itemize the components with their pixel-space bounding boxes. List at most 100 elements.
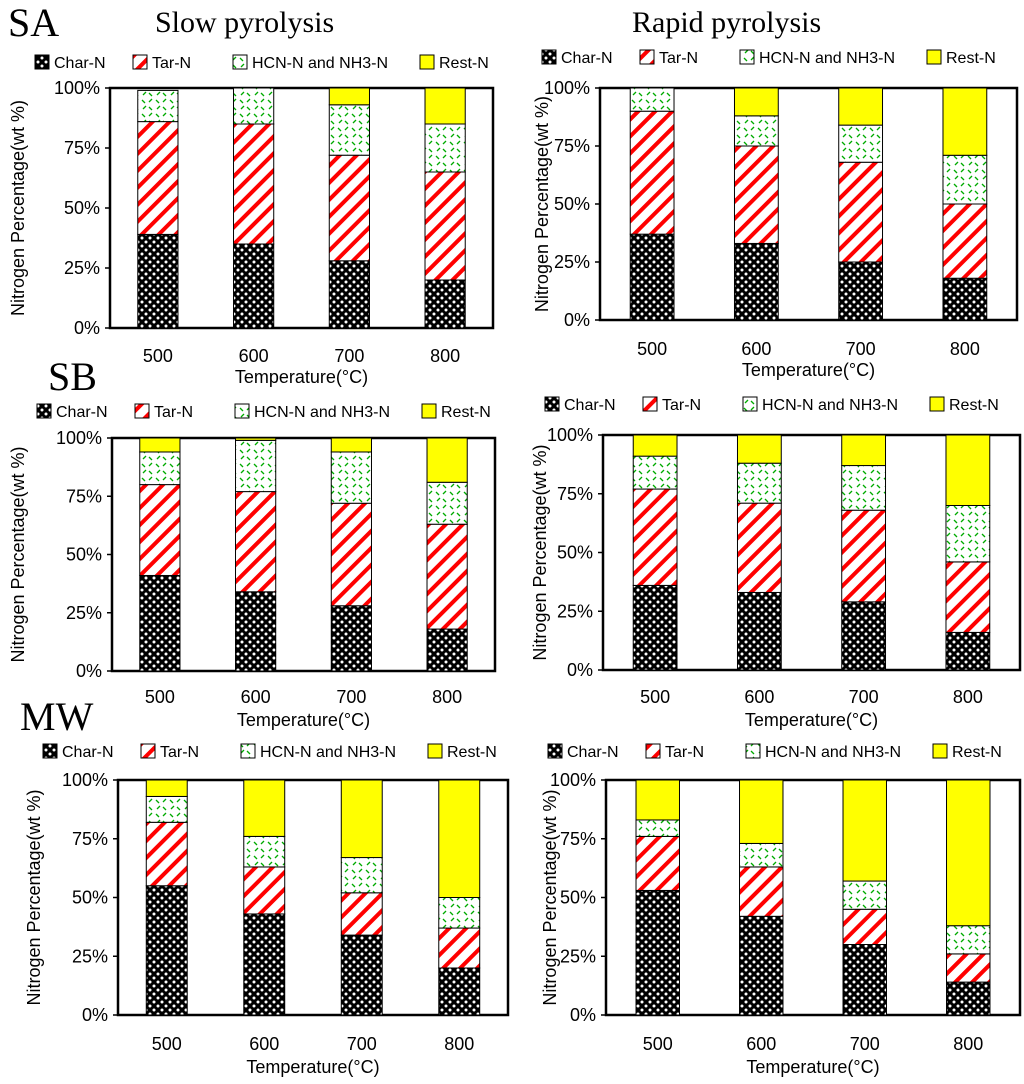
x-tick-label: 700 xyxy=(336,687,366,707)
legend-label-tar: Tar-N xyxy=(152,55,191,72)
legend-label-rest: Rest-N xyxy=(952,744,1002,761)
x-tick-label: 500 xyxy=(143,346,173,366)
legend-swatch-char xyxy=(34,54,50,70)
legend-swatch-tar xyxy=(645,743,661,759)
bar-segment-rest-700 xyxy=(328,87,370,106)
bar-segment-tar-700 xyxy=(842,908,887,945)
legend-label-rest: Rest-N xyxy=(441,404,491,421)
y-tick-label: 50% xyxy=(554,194,590,214)
x-tick-label: 600 xyxy=(744,687,774,707)
bar-segment-char-700 xyxy=(842,944,887,1016)
bar-segment-char-600 xyxy=(733,242,779,321)
bar-segment-rest-700 xyxy=(340,779,383,859)
bar-segment-tar-700 xyxy=(340,892,383,936)
legend-label-rest: Rest-N xyxy=(949,397,999,414)
y-axis-label: Nitrogen Percentage(wt %) xyxy=(532,96,552,312)
x-axis-label: Temperature(°C) xyxy=(237,710,370,730)
legend-label-char: Char-N xyxy=(564,397,616,414)
bar-segment-tar-800 xyxy=(424,171,466,281)
legend-label-char: Char-N xyxy=(567,744,619,761)
y-tick-label: 25% xyxy=(560,946,596,966)
bar-segment-tar-500 xyxy=(137,121,179,235)
y-tick-label: 75% xyxy=(72,829,108,849)
bar-segment-hcn-700 xyxy=(838,124,884,163)
y-tick-label: 0% xyxy=(82,1005,108,1025)
legend-swatch-char xyxy=(36,403,52,419)
bar-segment-tar-600 xyxy=(736,502,782,593)
legend-label-char: Char-N xyxy=(62,744,114,761)
bar-segment-hcn-800 xyxy=(424,123,466,173)
bar-segment-hcn-600 xyxy=(733,115,779,147)
bar-segment-hcn-700 xyxy=(841,465,887,511)
legend-label-char: Char-N xyxy=(56,404,108,421)
bar-segment-tar-700 xyxy=(330,502,372,607)
y-tick-label: 100% xyxy=(54,78,100,98)
bar-segment-char-600 xyxy=(235,591,277,672)
bar-segment-hcn-700 xyxy=(328,104,370,156)
legend-label-char: Char-N xyxy=(561,50,613,67)
bar-segment-tar-600 xyxy=(733,145,779,244)
bar-segment-rest-800 xyxy=(942,87,988,156)
y-tick-label: 75% xyxy=(557,484,593,504)
chart-sb-slow: Char-N Tar-N HCN-N and NH3-N Rest-N 0% 25% 50%… xyxy=(8,403,497,730)
y-tick-label: 0% xyxy=(74,318,100,338)
legend-label-hcn: HCN-N and NH3-N xyxy=(260,744,396,761)
legend-swatch-char xyxy=(42,743,58,759)
bar-segment-rest-500 xyxy=(632,434,678,457)
legend-swatch-rest xyxy=(421,403,437,419)
legend-label-hcn: HCN-N and NH3-N xyxy=(252,55,388,72)
bar-segment-char-500 xyxy=(139,574,181,672)
bar-segment-char-800 xyxy=(424,279,466,329)
y-tick-label: 0% xyxy=(567,660,593,680)
y-tick-label: 0% xyxy=(570,1005,596,1025)
legend-label-rest: Rest-N xyxy=(447,744,497,761)
y-tick-label: 75% xyxy=(66,486,102,506)
chart-panels: Char-N Tar-N HCN-N and NH3-N Rest-N 0% 25% 50%… xyxy=(8,49,1022,1077)
bar-segment-rest-600 xyxy=(235,437,277,441)
bar-segment-char-800 xyxy=(438,967,481,1016)
bar-segment-rest-700 xyxy=(330,437,372,453)
bar-segment-tar-800 xyxy=(942,203,988,279)
bar-segment-tar-500 xyxy=(139,484,181,576)
x-tick-label: 800 xyxy=(444,1034,474,1054)
y-tick-label: 75% xyxy=(64,138,100,158)
bar-segment-tar-700 xyxy=(841,509,887,603)
x-tick-label: 700 xyxy=(850,1034,880,1054)
x-tick-label: 500 xyxy=(152,1034,182,1054)
bar-segment-char-500 xyxy=(632,584,678,671)
bar-segment-hcn-600 xyxy=(739,842,784,868)
y-tick-label: 25% xyxy=(72,946,108,966)
bar-segment-char-600 xyxy=(739,915,784,1016)
x-tick-label: 500 xyxy=(640,687,670,707)
legend-label-hcn: HCN-N and NH3-N xyxy=(254,404,390,421)
legend-swatch-tar xyxy=(134,403,150,419)
x-tick-label: 700 xyxy=(347,1034,377,1054)
x-tick-label: 800 xyxy=(953,687,983,707)
bar-segment-tar-500 xyxy=(629,110,675,235)
bar-segment-hcn-600 xyxy=(235,439,277,493)
legend-swatch-hcn xyxy=(742,396,758,412)
bar-segment-char-800 xyxy=(945,631,991,671)
bar-segment-hcn-500 xyxy=(139,451,181,486)
bar-segment-hcn-800 xyxy=(942,154,988,205)
bar-segment-hcn-800 xyxy=(426,481,468,525)
bar-segment-char-800 xyxy=(942,277,988,321)
bar-segment-char-500 xyxy=(629,233,675,321)
bar-segment-char-800 xyxy=(426,628,468,672)
legend-swatch-hcn xyxy=(240,743,256,759)
bar-segment-tar-600 xyxy=(233,123,275,245)
legend-label-rest: Rest-N xyxy=(439,55,489,72)
column-title-rapid: Rapid pyrolysis xyxy=(632,6,821,39)
bar-segment-hcn-600 xyxy=(233,87,275,125)
y-axis-label: Nitrogen Percentage(wt %) xyxy=(8,100,28,316)
bar-segment-rest-600 xyxy=(733,87,779,117)
bar-segment-rest-700 xyxy=(841,434,887,467)
y-tick-label: 0% xyxy=(76,661,102,681)
bar-segment-char-700 xyxy=(340,934,383,1016)
y-tick-label: 100% xyxy=(550,770,596,790)
bar-segment-tar-500 xyxy=(145,821,188,887)
y-axis-label: Nitrogen Percentage(wt %) xyxy=(530,444,550,660)
x-axis-label: Temperature(°C) xyxy=(235,367,368,387)
bar-segment-hcn-600 xyxy=(736,462,782,504)
